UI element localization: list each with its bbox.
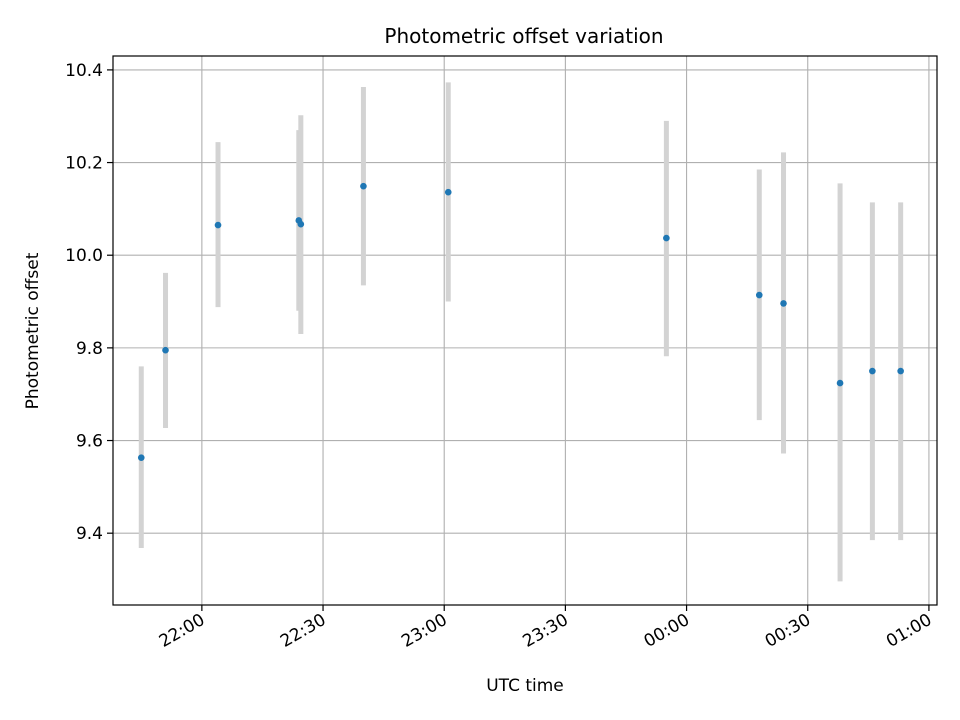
data-point xyxy=(297,220,305,228)
x-axis-label: UTC time xyxy=(486,676,564,696)
y-axis-label: Photometric offset xyxy=(23,252,43,409)
y-tick-label: 9.4 xyxy=(76,524,103,544)
grid xyxy=(113,56,937,605)
y-axis: 9.4 9.6 9.8 10.0 10.2 10.4 xyxy=(65,61,113,544)
data-point xyxy=(162,346,169,354)
data-point xyxy=(663,234,670,242)
data-point xyxy=(755,291,763,299)
data-point xyxy=(360,182,367,190)
plot-frame xyxy=(112,55,938,606)
data-point xyxy=(897,367,904,375)
data-point xyxy=(869,367,876,375)
y-tick-label: 10.4 xyxy=(65,61,103,81)
y-tick-label: 9.6 xyxy=(76,432,103,452)
data-points xyxy=(137,182,904,461)
chart-title: Photometric offset variation xyxy=(384,24,663,48)
data-point xyxy=(780,300,787,307)
y-tick-label: 9.8 xyxy=(76,339,103,359)
data-point xyxy=(137,454,145,461)
data-point xyxy=(836,379,844,387)
data-point xyxy=(444,188,452,196)
y-tick-label: 10.0 xyxy=(65,246,103,266)
data-point xyxy=(214,221,222,229)
y-tick-label: 10.2 xyxy=(65,154,103,174)
